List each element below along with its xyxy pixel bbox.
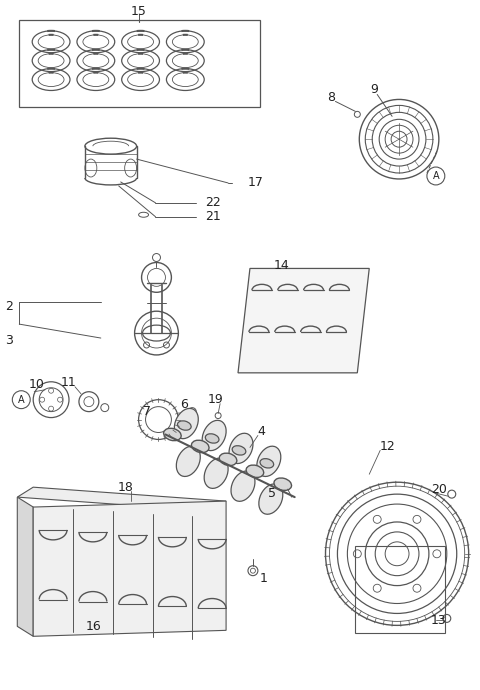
- Ellipse shape: [246, 465, 264, 477]
- Ellipse shape: [174, 408, 198, 439]
- Text: 18: 18: [118, 481, 133, 493]
- Ellipse shape: [231, 471, 255, 502]
- Ellipse shape: [259, 484, 283, 514]
- Ellipse shape: [274, 478, 291, 491]
- Text: 8: 8: [327, 91, 336, 104]
- Text: 2: 2: [5, 299, 13, 313]
- Text: 11: 11: [61, 376, 77, 389]
- Text: 21: 21: [205, 210, 221, 224]
- Text: 17: 17: [248, 177, 264, 190]
- Bar: [355, 546, 445, 633]
- Ellipse shape: [176, 446, 200, 477]
- Text: 19: 19: [207, 393, 223, 406]
- Text: 20: 20: [431, 483, 447, 495]
- Text: A: A: [18, 395, 24, 404]
- Ellipse shape: [257, 446, 281, 477]
- Text: 3: 3: [5, 333, 13, 346]
- Ellipse shape: [232, 446, 246, 455]
- Ellipse shape: [192, 440, 209, 453]
- Text: 5: 5: [268, 486, 276, 500]
- Ellipse shape: [219, 453, 237, 466]
- Ellipse shape: [205, 434, 219, 443]
- Ellipse shape: [229, 433, 253, 464]
- Text: 7: 7: [143, 405, 151, 418]
- Polygon shape: [17, 487, 226, 511]
- Polygon shape: [238, 268, 369, 373]
- Text: 12: 12: [379, 440, 395, 453]
- Ellipse shape: [164, 428, 181, 441]
- Text: 10: 10: [28, 378, 44, 391]
- Text: 6: 6: [180, 398, 188, 411]
- Polygon shape: [33, 501, 226, 636]
- Text: 22: 22: [205, 197, 221, 209]
- Text: 14: 14: [274, 259, 289, 272]
- Text: 15: 15: [131, 6, 146, 19]
- Text: 4: 4: [257, 425, 265, 438]
- Ellipse shape: [178, 421, 191, 430]
- Polygon shape: [17, 497, 33, 636]
- Text: 16: 16: [86, 620, 102, 633]
- Bar: [19, 20, 260, 108]
- Ellipse shape: [260, 459, 274, 468]
- Ellipse shape: [202, 420, 226, 451]
- Ellipse shape: [204, 458, 228, 489]
- Text: 13: 13: [431, 614, 446, 627]
- Text: 1: 1: [260, 572, 268, 585]
- Text: 9: 9: [370, 83, 378, 96]
- Text: A: A: [432, 171, 439, 181]
